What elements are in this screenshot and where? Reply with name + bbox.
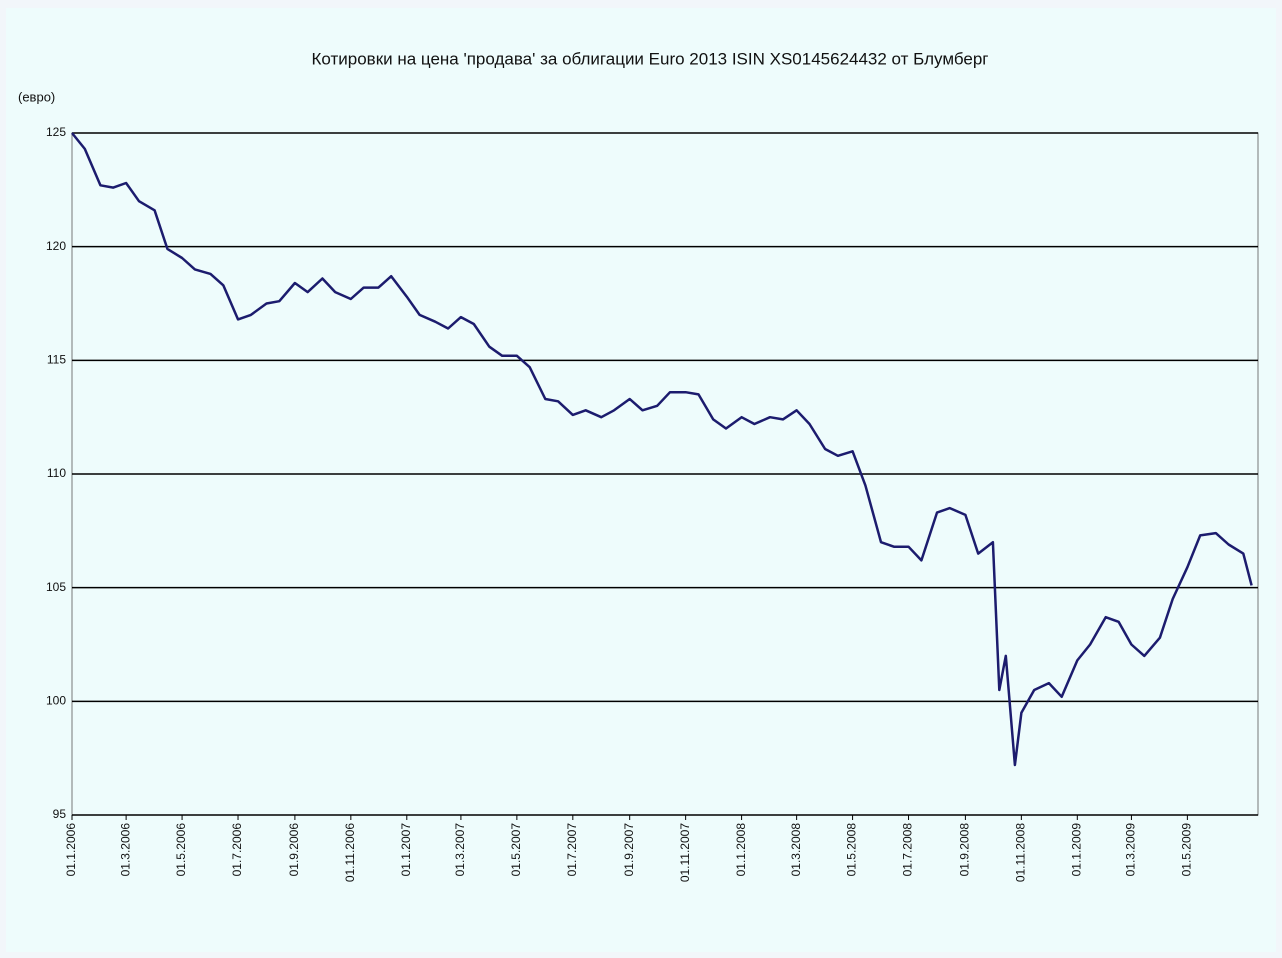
x-tick-label: 01.7.2007: [565, 823, 579, 877]
price-line: [71, 132, 1253, 767]
y-tick-label: 100: [46, 694, 66, 708]
chart-title: Котировки на цена 'продава' за облигации…: [311, 49, 988, 68]
x-tick-label: 01.5.2008: [845, 823, 859, 877]
y-tick-label: 120: [46, 239, 66, 253]
x-tick-label: 01.3.2008: [789, 823, 803, 877]
y-tick-label: 105: [46, 580, 66, 594]
x-tick-label: 01.1.2009: [1069, 823, 1083, 877]
x-tick-label: 01.1.2008: [734, 823, 748, 877]
y-tick-label: 115: [47, 353, 66, 367]
y-tick-label: 125: [46, 125, 66, 139]
x-tick-label: 01.9.2006: [287, 823, 301, 877]
x-tick-label: 01.1.2006: [64, 823, 78, 877]
x-tick-label: 01.3.2009: [1124, 823, 1138, 877]
x-tick-label: 01.11.2007: [678, 823, 692, 882]
x-tick-label: 01.5.2007: [509, 823, 523, 877]
x-tick-label: 01.9.2007: [622, 823, 636, 877]
x-tick-label: 01.7.2008: [901, 823, 915, 877]
x-tick-label: 01.3.2006: [118, 823, 132, 877]
x-tick-label: 01.11.2006: [343, 823, 357, 882]
y-axis-label: (евро): [18, 89, 55, 104]
x-tick-label: 01.5.2006: [174, 823, 188, 877]
x-tick-label: 01.9.2008: [958, 823, 972, 877]
x-tick-label: 01.11.2008: [1014, 823, 1028, 882]
x-tick-label: 01.5.2009: [1180, 823, 1194, 877]
x-tick-label: 01.1.2007: [399, 823, 413, 877]
y-tick-label: 95: [53, 807, 67, 821]
x-tick-label: 01.3.2007: [453, 823, 467, 877]
x-tick-label: 01.7.2006: [230, 823, 244, 877]
y-tick-label: 110: [47, 466, 66, 480]
